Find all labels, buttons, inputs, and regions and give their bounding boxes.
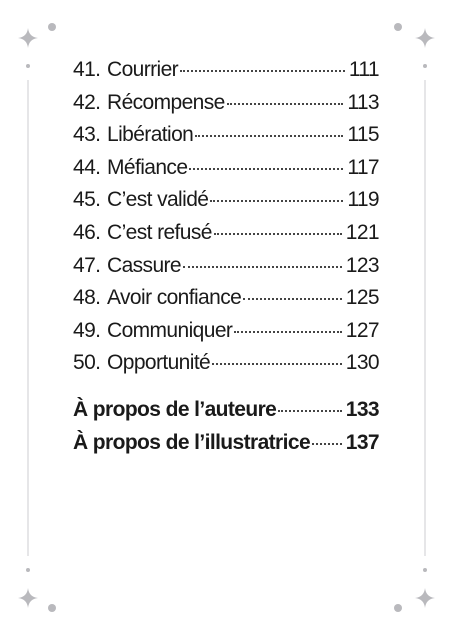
sparkle	[415, 28, 435, 48]
dot-leader	[189, 167, 344, 170]
toc-row: 43. Libération 115	[73, 123, 380, 156]
dot-leader	[180, 70, 345, 72]
sparkle	[18, 588, 38, 608]
dot	[26, 64, 30, 68]
entry-number: 50.	[73, 351, 101, 375]
page-number: 113	[347, 90, 379, 114]
entry-title: Récompense	[107, 90, 225, 114]
dot-leader	[213, 232, 342, 235]
toc-row: 41. Courrier 111	[73, 58, 380, 91]
entry-title: Cassure	[107, 253, 182, 277]
toc-row: 48. Avoir confiance 125	[73, 286, 380, 319]
page-number: 137	[345, 430, 380, 454]
page-number: 115	[347, 123, 379, 147]
entry-number: 44.	[73, 155, 101, 179]
page-number: 123	[345, 253, 380, 277]
toc-row: 46. C’est refusé 121	[73, 220, 380, 254]
entry-title: Opportunité	[107, 351, 211, 375]
entry-title: Avoir confiance	[107, 286, 242, 310]
dot	[394, 604, 402, 612]
entry-number: 46.	[73, 220, 101, 244]
toc-row: À propos de l’illustratrice 137	[73, 430, 380, 464]
page-number: 117	[347, 155, 379, 179]
page-number: 121	[345, 220, 380, 244]
page-number: 133	[345, 397, 380, 421]
entry-title: À propos de l’auteure	[73, 397, 277, 421]
entry-title: C’est refusé	[107, 220, 212, 244]
dot	[26, 568, 30, 572]
entry-title: Méfiance	[107, 155, 188, 179]
table-of-contents: 41. Courrier 111 42. Récompense 113 43. Libérat…	[73, 58, 380, 464]
toc-row: À propos de l’auteure 133	[73, 397, 380, 431]
entry-number: 45.	[73, 188, 101, 212]
page-number: 119	[347, 188, 379, 212]
toc-row: 50. Opportunité 130	[73, 351, 380, 384]
toc-row: 45. C’est validé 119	[73, 188, 380, 221]
entry-number: 47.	[73, 253, 101, 277]
dot	[48, 23, 56, 31]
entry-title: Courrier	[107, 58, 179, 81]
sparkle	[415, 588, 435, 608]
dot-leader	[226, 102, 344, 105]
entry-number: 49.	[73, 318, 101, 342]
toc-row: 49. Communiquer 127	[73, 318, 380, 352]
entry-title: À propos de l’illustratrice	[73, 430, 311, 454]
dot-leader	[278, 409, 342, 412]
page-number: 111	[348, 58, 380, 81]
toc-row: 47. Cassure 123	[73, 253, 380, 287]
toc-row: 44. Méfiance 117	[73, 155, 380, 189]
dot	[423, 64, 427, 68]
entry-number: 43.	[73, 123, 101, 147]
dot-leader	[195, 135, 344, 138]
appendix-list: À propos de l’auteure 133 À propos de l’il…	[73, 397, 380, 464]
entry-number: 41.	[73, 58, 101, 81]
entry-title: Communiquer	[107, 318, 233, 342]
page-number: 127	[345, 318, 380, 342]
dot-leader	[212, 363, 342, 366]
entry-number: 42.	[73, 90, 101, 114]
page-number: 125	[345, 286, 380, 310]
sparkle	[18, 28, 38, 48]
dot-leader	[183, 265, 342, 268]
entry-title: Libération	[107, 123, 194, 147]
dot	[394, 23, 402, 31]
entry-number: 48.	[73, 286, 101, 310]
dot-leader	[243, 298, 342, 301]
toc-row: 42. Récompense 113	[73, 90, 380, 124]
dot	[48, 604, 56, 612]
dot-leader	[312, 442, 342, 445]
dot-leader	[210, 200, 344, 203]
page-number: 130	[345, 351, 380, 375]
entry-title: C’est validé	[107, 188, 209, 212]
dot	[423, 568, 427, 572]
dot-leader	[234, 330, 342, 333]
chapter-list: 41. Courrier 111 42. Récompense 113 43. Libérat…	[73, 58, 380, 384]
